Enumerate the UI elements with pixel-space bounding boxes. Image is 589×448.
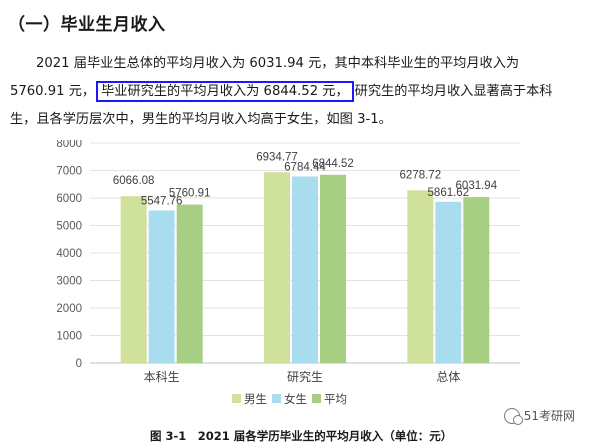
- data-label: 6278.72: [400, 169, 442, 181]
- highlighted-text: 毕业研究生的平均月收入为 6844.52 元，: [96, 81, 354, 102]
- legend-label: 女生: [284, 392, 307, 406]
- bar: [435, 201, 462, 363]
- paragraph-line-2-start: 5760.91 元，: [10, 84, 96, 99]
- y-tick-label: 5000: [56, 221, 82, 233]
- income-bar-chart: 0 1000 2000 3000 4000 5000 6000 7000 8000 6066.08…: [56, 140, 520, 406]
- bar: [148, 210, 175, 363]
- bar: [320, 174, 346, 363]
- paragraph-line-3: 生，且各学历层次中，男生的平均月收入均高于女生，如图 3-1。: [10, 112, 392, 127]
- y-tick-label: 7000: [56, 166, 82, 178]
- data-label: 5760.91: [169, 188, 211, 200]
- data-label: 6031.94: [456, 180, 498, 192]
- y-tick-label: 6000: [56, 193, 82, 205]
- legend-swatch: [232, 394, 241, 403]
- bar: [264, 172, 290, 363]
- bar: [407, 190, 434, 363]
- data-label: 6066.08: [113, 175, 155, 187]
- data-label: 6934.77: [256, 151, 298, 163]
- bar: [120, 196, 147, 363]
- data-label: 6784.44: [284, 161, 326, 173]
- y-tick-label: 0: [76, 358, 82, 370]
- data-label: 5861.62: [428, 187, 470, 199]
- data-label: 5547.76: [141, 195, 183, 207]
- bar: [463, 197, 490, 363]
- watermark: 51考研网: [503, 407, 575, 425]
- x-category-label: 总体: [436, 370, 460, 384]
- y-tick-label: 4000: [56, 248, 82, 260]
- y-tick-label: 2000: [56, 303, 82, 315]
- bar: [176, 204, 203, 363]
- figure-caption: 图 3-1 2021 届各学历毕业生的平均月收入（单位：元）: [150, 429, 453, 443]
- x-category-label: 本科生: [144, 370, 180, 384]
- y-tick-label: 1000: [56, 331, 82, 343]
- legend-swatch: [312, 394, 321, 403]
- bar: [292, 176, 318, 363]
- legend-label: 平均: [324, 393, 347, 406]
- section-heading: （一）毕业生月收入: [8, 15, 166, 35]
- y-tick-label: 8000: [56, 140, 82, 150]
- wechat-icon: [503, 407, 523, 425]
- x-category-label: 研究生: [287, 369, 323, 384]
- data-label: 6844.52: [312, 158, 354, 170]
- paragraph-line-2: 5760.91 元， 毕业研究生的平均月收入为 6844.52 元， 研究生的平均月…: [10, 78, 582, 106]
- y-tick-label: 3000: [56, 276, 82, 288]
- legend-swatch: [272, 394, 281, 403]
- body-paragraph: 2021 届毕业生总体的平均月收入为 6031.94 元，其中本科毕业生的平均月…: [10, 50, 582, 134]
- paragraph-line-2-end: 研究生的平均月收入显著高于本科: [354, 84, 553, 99]
- watermark-text: 51考研网: [523, 409, 575, 423]
- legend-label: 男生: [244, 392, 267, 406]
- paragraph-line-1: 2021 届毕业生总体的平均月收入为 6031.94 元，其中本科毕业生的平均月…: [36, 56, 520, 71]
